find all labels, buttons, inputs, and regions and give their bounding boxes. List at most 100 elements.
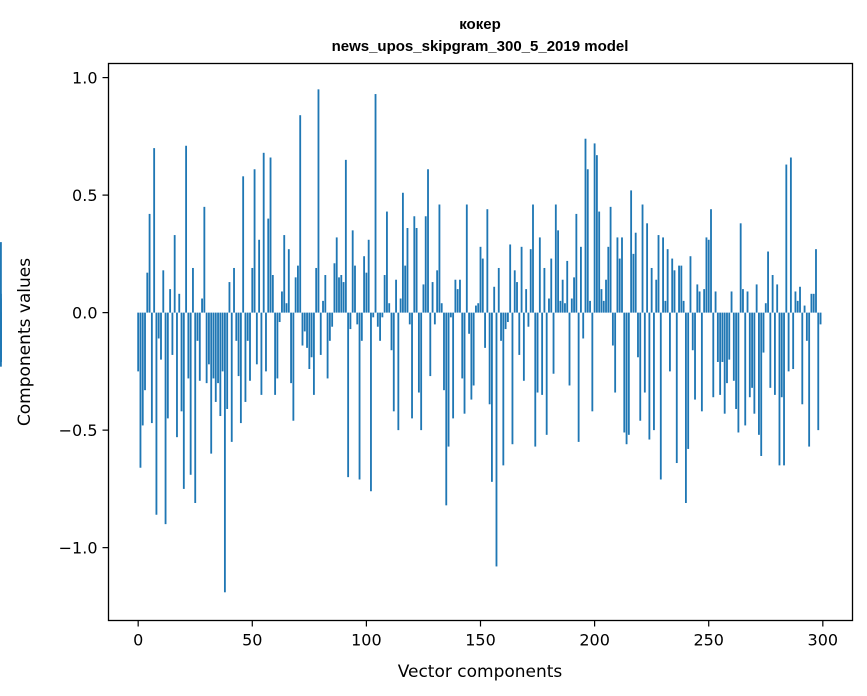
bar <box>169 289 172 313</box>
bar <box>543 267 546 313</box>
x-tick-label: 50 <box>242 631 262 650</box>
bar <box>570 298 573 313</box>
bar <box>278 312 281 323</box>
bar <box>634 232 637 313</box>
bar <box>632 253 635 313</box>
bar <box>189 312 192 475</box>
bar <box>150 312 153 424</box>
bar <box>0 312 2 353</box>
bar <box>210 312 213 454</box>
bar <box>680 265 683 313</box>
bar <box>648 312 651 440</box>
plot-area-frame <box>107 62 854 622</box>
bar <box>182 312 185 489</box>
bar <box>438 204 441 313</box>
bar <box>511 312 514 445</box>
bar <box>424 216 427 313</box>
bar <box>436 270 439 313</box>
bar <box>265 312 267 372</box>
bar <box>192 267 194 313</box>
bar <box>269 157 272 313</box>
bar <box>516 282 518 313</box>
bar <box>287 249 290 313</box>
bar <box>748 312 751 398</box>
bar <box>297 265 299 313</box>
bar <box>431 282 434 313</box>
bar <box>582 312 585 339</box>
bar <box>796 300 799 313</box>
bar <box>463 312 466 414</box>
bar <box>292 312 295 421</box>
bar <box>198 312 201 381</box>
bar <box>374 94 377 313</box>
bar <box>799 286 801 313</box>
bar <box>315 267 318 313</box>
bar <box>481 258 484 313</box>
bar <box>408 312 411 325</box>
x-tick-label: 0 <box>133 631 143 650</box>
bar <box>602 300 605 313</box>
bar <box>735 312 738 409</box>
bar <box>223 312 226 593</box>
bar <box>792 312 795 370</box>
bar <box>584 138 587 313</box>
bar <box>331 312 334 327</box>
bar <box>730 291 733 313</box>
bar <box>684 312 687 503</box>
bar <box>349 312 352 330</box>
bar <box>153 148 156 313</box>
bar <box>360 312 363 341</box>
bar <box>276 312 279 379</box>
bar <box>504 312 507 330</box>
bar <box>246 312 249 341</box>
x-tick-label: 200 <box>579 631 610 650</box>
bar <box>354 265 356 313</box>
bar <box>716 312 719 362</box>
bar <box>351 230 354 313</box>
bar <box>454 279 457 313</box>
bar <box>753 312 756 414</box>
bar <box>461 312 464 379</box>
bar <box>755 284 758 313</box>
bar <box>737 312 740 433</box>
bar <box>146 272 149 313</box>
bar <box>406 228 409 313</box>
bar <box>611 312 614 346</box>
bar <box>449 312 452 318</box>
bar <box>808 312 811 447</box>
bar <box>230 312 233 442</box>
bar <box>465 204 468 313</box>
bar <box>801 312 804 405</box>
bar <box>417 312 420 393</box>
bar <box>710 209 712 313</box>
bar <box>358 312 361 480</box>
bar <box>312 312 315 395</box>
bar <box>497 267 500 313</box>
bar <box>769 312 772 388</box>
bar <box>575 213 578 313</box>
bar <box>244 312 247 402</box>
bar <box>794 291 797 313</box>
bar <box>552 312 555 374</box>
bar <box>262 152 265 313</box>
bar <box>372 312 375 318</box>
bar <box>689 256 692 313</box>
bar <box>386 211 388 313</box>
bar <box>233 267 235 313</box>
bar <box>760 312 763 456</box>
bar <box>395 279 397 313</box>
bar <box>486 209 489 313</box>
bar <box>420 312 423 431</box>
bar <box>427 169 429 313</box>
bar <box>488 312 491 405</box>
bar <box>595 155 598 313</box>
bar <box>577 312 580 442</box>
bar <box>751 312 753 388</box>
bar <box>381 312 384 318</box>
bar <box>401 192 404 313</box>
bar <box>678 265 680 313</box>
bar <box>148 213 151 313</box>
bar <box>452 312 455 419</box>
bar <box>778 312 781 466</box>
